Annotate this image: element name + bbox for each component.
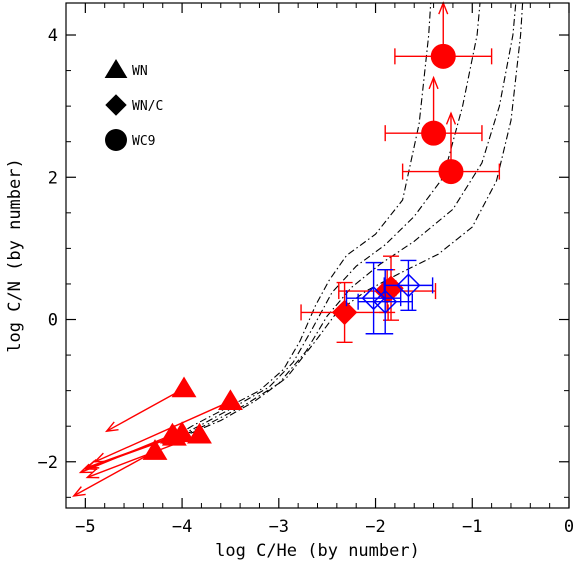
data-series: [72, 1, 501, 497]
triangle-marker: [142, 439, 168, 460]
model-curve: [162, 2, 432, 445]
triangle-marker: [159, 422, 185, 444]
limit-arrow-shaft: [73, 450, 156, 497]
legend-label: WC9: [132, 134, 155, 149]
legend-diamond-marker: [105, 94, 127, 116]
y-tick-label: 2: [48, 168, 58, 188]
x-tick-label: −3: [269, 517, 289, 537]
x-tick-label: −5: [75, 517, 95, 537]
limit-arrow-head: [85, 468, 100, 479]
limit-arrow-head: [72, 486, 86, 497]
circle-marker: [438, 159, 464, 185]
triangle-marker: [171, 376, 197, 398]
x-tick-label: 0: [564, 517, 574, 537]
legend-label: WN: [132, 64, 148, 79]
x-tick-label: −2: [365, 517, 385, 537]
series-open-diamond: [345, 259, 434, 335]
limit-arrow-shaft: [87, 434, 200, 479]
limit-arrow-head: [83, 460, 98, 470]
x-tick-label: −4: [172, 517, 192, 537]
y-axis-label: log C/N (by number): [5, 158, 25, 352]
open-diamond-marker: [396, 273, 421, 298]
series-triangle: [72, 376, 243, 497]
triangle-marker: [104, 59, 128, 78]
limit-arrow-head: [445, 111, 457, 125]
series-circle: [384, 1, 501, 185]
limit-arrow-head: [428, 75, 439, 90]
legend: WN WN/C WC9: [104, 59, 163, 151]
model-curve: [167, 2, 481, 443]
model-curve: [172, 2, 517, 441]
circle-marker: [421, 120, 447, 146]
y-tick-label: −2: [38, 453, 58, 473]
x-axis-label: log C/He (by number): [215, 541, 420, 561]
triangle-marker: [187, 422, 212, 444]
legend-label: WN/C: [132, 99, 163, 114]
y-tick-label: 4: [48, 26, 58, 46]
triangle-marker: [218, 389, 243, 411]
y-tick-label: 0: [48, 311, 58, 331]
limit-arrow-shaft: [106, 387, 185, 432]
series-diamond: [300, 255, 437, 343]
limit-arrow-shaft: [94, 400, 231, 463]
circle-marker: [430, 43, 456, 69]
limit-arrow-head: [78, 463, 93, 474]
open-diamond-marker: [373, 289, 398, 314]
model-curves: [162, 2, 524, 445]
model-curve: [176, 2, 524, 440]
limit-arrow-head: [104, 421, 119, 433]
axis-ticks: −5 −4 −3 −2 −1 0 −2 0 2 4: [38, 3, 574, 537]
legend-circle-marker: [105, 129, 127, 151]
limit-arrow-shaft: [80, 434, 173, 474]
x-tick-label: −1: [462, 517, 482, 537]
diamond-marker: [331, 299, 358, 326]
